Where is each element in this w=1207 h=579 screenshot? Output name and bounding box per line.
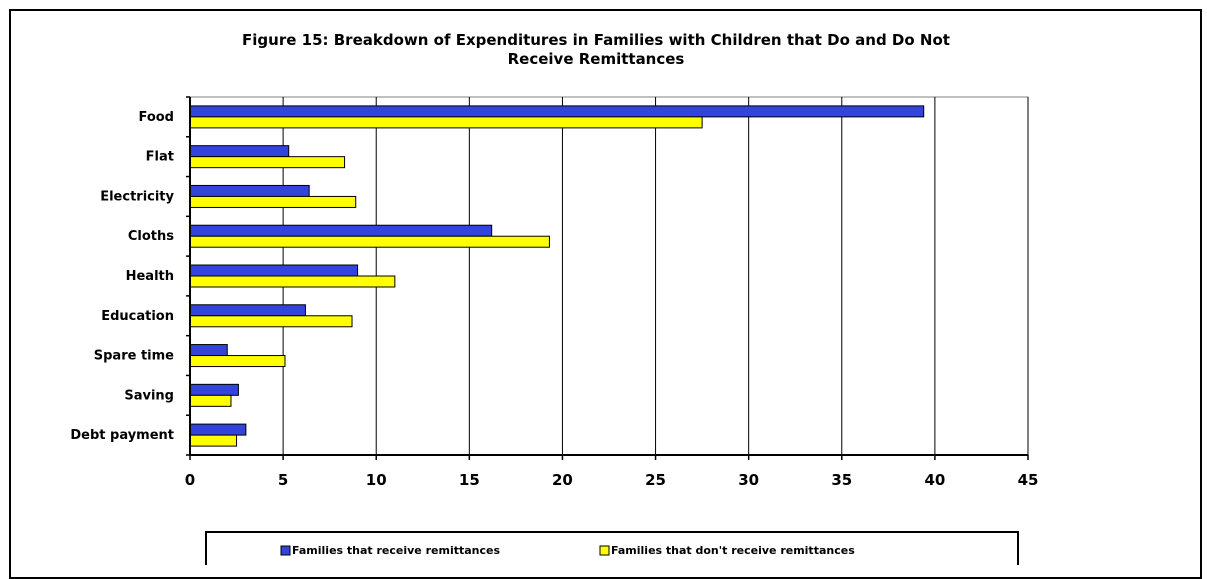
category-label-cloths: Cloths [128, 229, 174, 244]
category-label-food: Food [138, 110, 174, 125]
chart-title: Figure 15: Breakdown of Expenditures in … [242, 31, 950, 68]
category-labels: Food Flat Electricity Cloths Health Education… [70, 110, 174, 443]
legend-label-dont-receive: Families that don't receive remittances [611, 544, 855, 557]
bar-saving-series-1 [190, 384, 238, 395]
x-tick-label-5: 5 [278, 471, 288, 489]
bar-spare-time-series-1 [190, 345, 227, 356]
category-label-debt-payment: Debt payment [70, 428, 174, 443]
legend-swatch-dont-receive [600, 546, 609, 555]
category-label-spare-time: Spare time [94, 349, 174, 364]
category-label-flat: Flat [146, 150, 174, 165]
x-tick-label-0: 0 [185, 471, 195, 489]
legend-label-receive: Families that receive remittances [292, 544, 500, 557]
x-tick-label-10: 10 [366, 471, 387, 489]
bar-electricity-series-2 [190, 196, 356, 207]
x-tick-label-25: 25 [645, 471, 666, 489]
bar-debt-payment-series-2 [190, 435, 237, 446]
bar-spare-time-series-2 [190, 356, 285, 367]
legend-swatch-receive [281, 546, 290, 555]
bar-education-series-1 [190, 305, 305, 316]
category-label-health: Health [126, 269, 174, 284]
bar-cloths-series-2 [190, 236, 549, 247]
x-tick-label-45: 45 [1018, 471, 1039, 489]
x-tick-label-15: 15 [459, 471, 480, 489]
category-label-saving: Saving [124, 388, 174, 403]
bar-cloths-series-1 [190, 225, 492, 236]
x-tick-labels: 0 5 10 15 20 25 30 35 40 45 [185, 471, 1039, 489]
category-label-education: Education [101, 309, 174, 324]
bar-saving-series-2 [190, 395, 231, 406]
bar-flat-series-2 [190, 157, 345, 168]
bar-food-series-1 [190, 106, 924, 117]
x-tick-label-30: 30 [738, 471, 759, 489]
x-tick-label-35: 35 [831, 471, 852, 489]
category-label-electricity: Electricity [100, 189, 174, 204]
bar-education-series-2 [190, 316, 352, 327]
chart-title-line-2: Receive Remittances [508, 50, 685, 68]
x-tick-label-40: 40 [924, 471, 945, 489]
bar-chart: Figure 15: Breakdown of Expenditures in … [0, 0, 1207, 565]
bar-debt-payment-series-1 [190, 424, 246, 435]
bar-health-series-1 [190, 265, 358, 276]
chart-title-line-1: Figure 15: Breakdown of Expenditures in … [242, 31, 950, 49]
bar-electricity-series-1 [190, 185, 309, 196]
bar-health-series-2 [190, 276, 395, 287]
x-tick-label-20: 20 [552, 471, 573, 489]
bar-food-series-2 [190, 117, 702, 128]
legend: Families that receive remittances Famili… [206, 532, 1018, 565]
bar-flat-series-1 [190, 146, 289, 157]
